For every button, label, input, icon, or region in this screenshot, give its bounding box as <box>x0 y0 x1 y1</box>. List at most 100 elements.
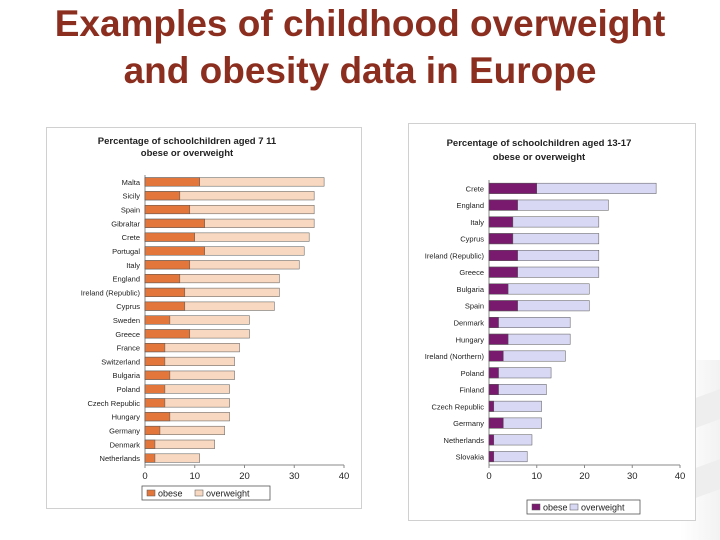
x-tick-label: 30 <box>289 471 300 482</box>
chart-panel-ages-7-11: Percentage of schoolchildren aged 7 11 o… <box>46 127 362 509</box>
category-label: Denmark <box>454 319 485 328</box>
bar-overweight <box>488 400 542 412</box>
category-label: Ireland (Northern) <box>425 352 485 361</box>
bar-obese <box>488 300 518 312</box>
bar-obese <box>144 204 191 215</box>
x-tick-label: 10 <box>189 471 200 482</box>
category-label: Sicily <box>122 192 140 201</box>
category-label: England <box>456 201 484 210</box>
category-label: Czech Republic <box>87 399 140 408</box>
bar-obese <box>488 451 495 463</box>
category-label: Bulgaria <box>456 285 484 294</box>
category-label: Spain <box>465 302 484 311</box>
bar-obese <box>144 370 171 380</box>
category-label: Crete <box>466 184 484 193</box>
category-label: Greece <box>115 330 140 339</box>
chart-ages-7-11: Percentage of schoolchildren aged 7 11 o… <box>81 136 350 501</box>
category-label: Poland <box>461 369 484 378</box>
bar-overweight <box>144 439 215 449</box>
category-label: Germany <box>109 426 140 435</box>
chart-title-line-2: obese or overweight <box>141 148 234 159</box>
bar-overweight <box>488 317 571 328</box>
bar-obese <box>144 398 166 408</box>
x-tick-label: 30 <box>627 471 638 482</box>
x-tick-label: 40 <box>675 471 686 482</box>
bar-obese <box>144 425 161 436</box>
category-label: Sweden <box>113 316 140 325</box>
bar-obese <box>144 246 205 256</box>
x-tick-label: 0 <box>142 471 147 482</box>
bar-obese <box>144 412 171 422</box>
legend-swatch-overweight <box>194 489 204 497</box>
category-label: Portugal <box>112 247 140 256</box>
bar-obese <box>144 356 166 366</box>
bar-obese <box>144 439 156 449</box>
category-label: Poland <box>117 385 140 394</box>
category-label: France <box>117 344 140 353</box>
bar-obese <box>488 350 504 362</box>
bar-obese <box>488 216 514 228</box>
bar-obese <box>488 333 509 345</box>
category-label: England <box>112 275 140 284</box>
bar-obese <box>488 182 537 194</box>
bar-obese <box>488 266 518 278</box>
category-label: Ireland (Republic) <box>81 288 141 297</box>
category-label: Czech Republic <box>431 402 484 411</box>
chart-ages-13-17: Percentage of schoolchildren aged 13-17 … <box>425 138 686 515</box>
bar-obese <box>488 199 518 211</box>
category-label: Spain <box>121 206 140 215</box>
chart-panel-ages-13-17: Percentage of schoolchildren aged 13-17 … <box>408 123 696 521</box>
bar-obese <box>488 367 499 379</box>
chart-title-line-1: Percentage of schoolchildren aged 7 11 <box>98 136 277 147</box>
bar-obese <box>144 301 186 311</box>
bar-obese <box>488 317 499 328</box>
category-label: Cyprus <box>460 235 484 244</box>
bar-obese <box>144 453 156 463</box>
category-label: Germany <box>453 419 484 428</box>
bar-obese <box>144 260 191 270</box>
legend-label-overweight: overweight <box>581 503 625 513</box>
legend-label-obese: obese <box>158 489 183 499</box>
category-label: Switzerland <box>101 357 140 366</box>
bar-obese <box>488 434 495 446</box>
bar-obese <box>488 283 509 295</box>
chart-title-line-2: obese or overweight <box>493 152 586 163</box>
bar-obese <box>144 315 171 325</box>
bar-obese <box>144 177 200 187</box>
category-label: Hungary <box>112 413 141 422</box>
x-tick-label: 20 <box>239 471 250 482</box>
bar-obese <box>144 329 191 339</box>
bar-obese <box>144 218 205 228</box>
category-label: Malta <box>122 178 141 187</box>
category-label: Crete <box>122 233 140 242</box>
category-label: Italy <box>126 261 140 270</box>
x-tick-label: 20 <box>579 471 590 482</box>
legend-label-overweight: overweight <box>206 489 250 499</box>
bar-obese <box>488 233 514 245</box>
category-label: Hungary <box>456 335 485 344</box>
category-label: Denmark <box>110 440 141 449</box>
bar-obese <box>144 274 181 284</box>
legend-swatch-overweight <box>569 503 579 511</box>
category-label: Ireland (Republic) <box>425 251 485 260</box>
legend-box <box>141 485 271 501</box>
bar-obese <box>144 191 181 201</box>
x-tick-label: 40 <box>339 471 350 482</box>
x-tick-label: 10 <box>531 471 542 482</box>
legend-label-obese: obese <box>543 503 568 513</box>
category-label: Gibraltar <box>111 219 140 228</box>
category-label: Slovakia <box>456 453 485 462</box>
bar-overweight <box>488 434 533 446</box>
bar-obese <box>488 400 495 412</box>
slide-title: Examples of childhood overweight and obe… <box>54 3 666 91</box>
bar-obese <box>144 384 166 394</box>
bar-obese <box>488 249 518 261</box>
category-label: Greece <box>459 268 484 277</box>
bar-overweight <box>488 451 528 463</box>
category-label: Cyprus <box>116 302 140 311</box>
bar-obese <box>144 232 195 242</box>
category-label: Bulgaria <box>112 371 140 380</box>
legend-swatch-obese <box>146 489 156 497</box>
legend-swatch-obese <box>531 503 541 511</box>
category-label: Italy <box>470 218 484 227</box>
